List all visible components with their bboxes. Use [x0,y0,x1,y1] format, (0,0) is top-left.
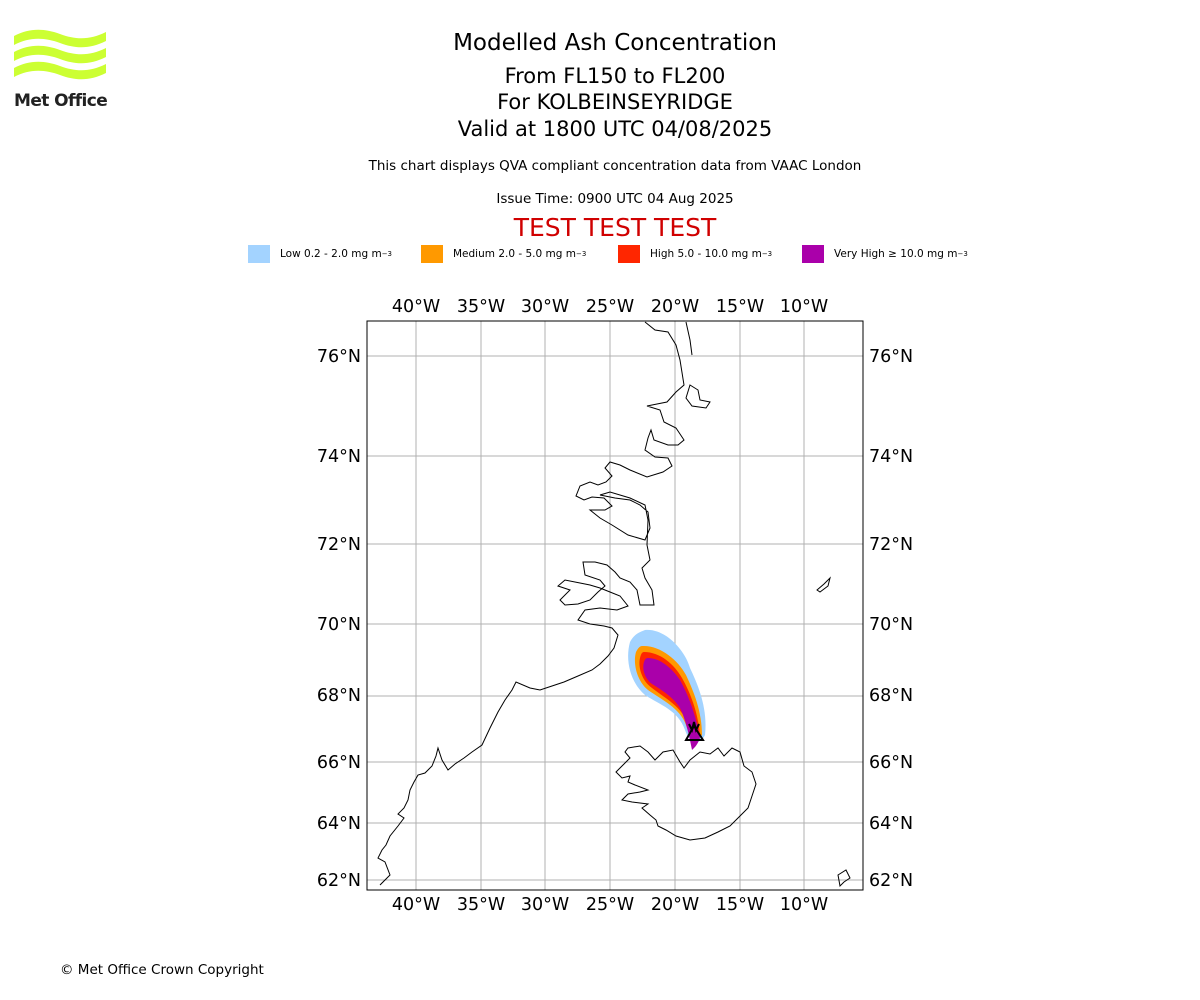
lat-label-left: 70°N [317,615,361,635]
lon-labels-top: 40°W 35°W 30°W 25°W 20°W 15°W 10°W [392,297,828,317]
lon-label-top: 25°W [586,297,634,317]
legend-label-medium: Medium 2.0 - 5.0 mg m [453,247,576,260]
lon-label-bottom: 25°W [586,895,634,915]
issue-time: Issue Time: 0900 UTC 04 Aug 2025 [496,191,734,207]
lon-label-top: 35°W [457,297,505,317]
lon-label-top: 30°W [521,297,569,317]
lon-label-top: 15°W [716,297,764,317]
faroe-islands [837,869,851,888]
jan-mayen [816,576,831,593]
iceland-coast [615,745,757,841]
ash-very-high [643,658,700,750]
lat-label-right: 76°N [869,347,913,367]
lat-label-left: 64°N [317,814,361,834]
legend-label-high: High 5.0 - 10.0 mg m [650,247,762,260]
test-banner: TEST TEST TEST [513,213,717,242]
flight-levels: From FL150 to FL200 [504,64,726,88]
legend-swatch-high [618,244,640,263]
legend-item-medium: Medium 2.0 - 5.0 mg m −3 [421,244,586,263]
lat-label-right: 64°N [869,814,913,834]
copyright-notice: © Met Office Crown Copyright [60,962,264,978]
ash-plume [628,629,706,750]
lat-label-right: 68°N [869,686,913,706]
lat-label-right: 74°N [869,447,913,467]
lat-labels-right: 76°N 74°N 72°N 70°N 68°N 66°N 64°N 62°N [869,347,913,891]
lon-labels-bottom: 40°W 35°W 30°W 25°W 20°W 15°W 10°W [392,895,828,915]
coastlines [377,321,851,888]
chart-description: This chart displays QVA compliant concen… [368,158,862,174]
svalbard-fragment [685,384,711,409]
lat-label-left: 72°N [317,535,361,555]
lon-label-top: 20°W [651,297,699,317]
legend-label-very-high: Very High ≥ 10.0 mg m [834,247,958,260]
lat-label-left: 74°N [317,447,361,467]
greenland-coast [377,321,685,886]
lat-label-left: 76°N [317,347,361,367]
legend-swatch-medium [421,244,443,263]
lon-label-bottom: 35°W [457,895,505,915]
lat-label-left: 68°N [317,686,361,706]
map-frame [366,320,864,891]
logo-wordmark: Met Office [14,91,108,111]
lon-label-bottom: 15°W [716,895,764,915]
legend-item-low: Low 0.2 - 2.0 mg m −3 [248,244,392,263]
lon-label-bottom: 30°W [521,895,569,915]
greenland-north-strip [685,321,693,356]
lon-label-bottom: 40°W [392,895,440,915]
lat-label-right: 66°N [869,753,913,773]
lat-label-right: 72°N [869,535,913,555]
legend-item-high: High 5.0 - 10.0 mg m −3 [618,244,772,263]
lat-label-right: 62°N [869,871,913,891]
valid-time: Valid at 1800 UTC 04/08/2025 [457,117,773,141]
lat-label-left: 66°N [317,753,361,773]
legend-label-low: Low 0.2 - 2.0 mg m [280,247,382,260]
lon-label-bottom: 10°W [780,895,828,915]
chart-title: Modelled Ash Concentration [453,30,777,56]
lat-label-left: 62°N [317,871,361,891]
legend-item-very-high: Very High ≥ 10.0 mg m −3 [802,244,968,263]
legend-swatch-low [248,244,270,263]
map-grid [367,321,863,890]
lat-labels-left: 76°N 74°N 72°N 70°N 68°N 66°N 64°N 62°N [317,347,361,891]
lon-label-bottom: 20°W [651,895,699,915]
lat-label-right: 70°N [869,615,913,635]
met-office-logo [14,29,106,80]
volcano-location: For KOLBEINSEYRIDGE [497,90,733,114]
lon-label-top: 10°W [780,297,828,317]
volcano-triangle-icon [684,721,705,741]
legend-swatch-very-high [802,244,824,263]
lon-label-top: 40°W [392,297,440,317]
